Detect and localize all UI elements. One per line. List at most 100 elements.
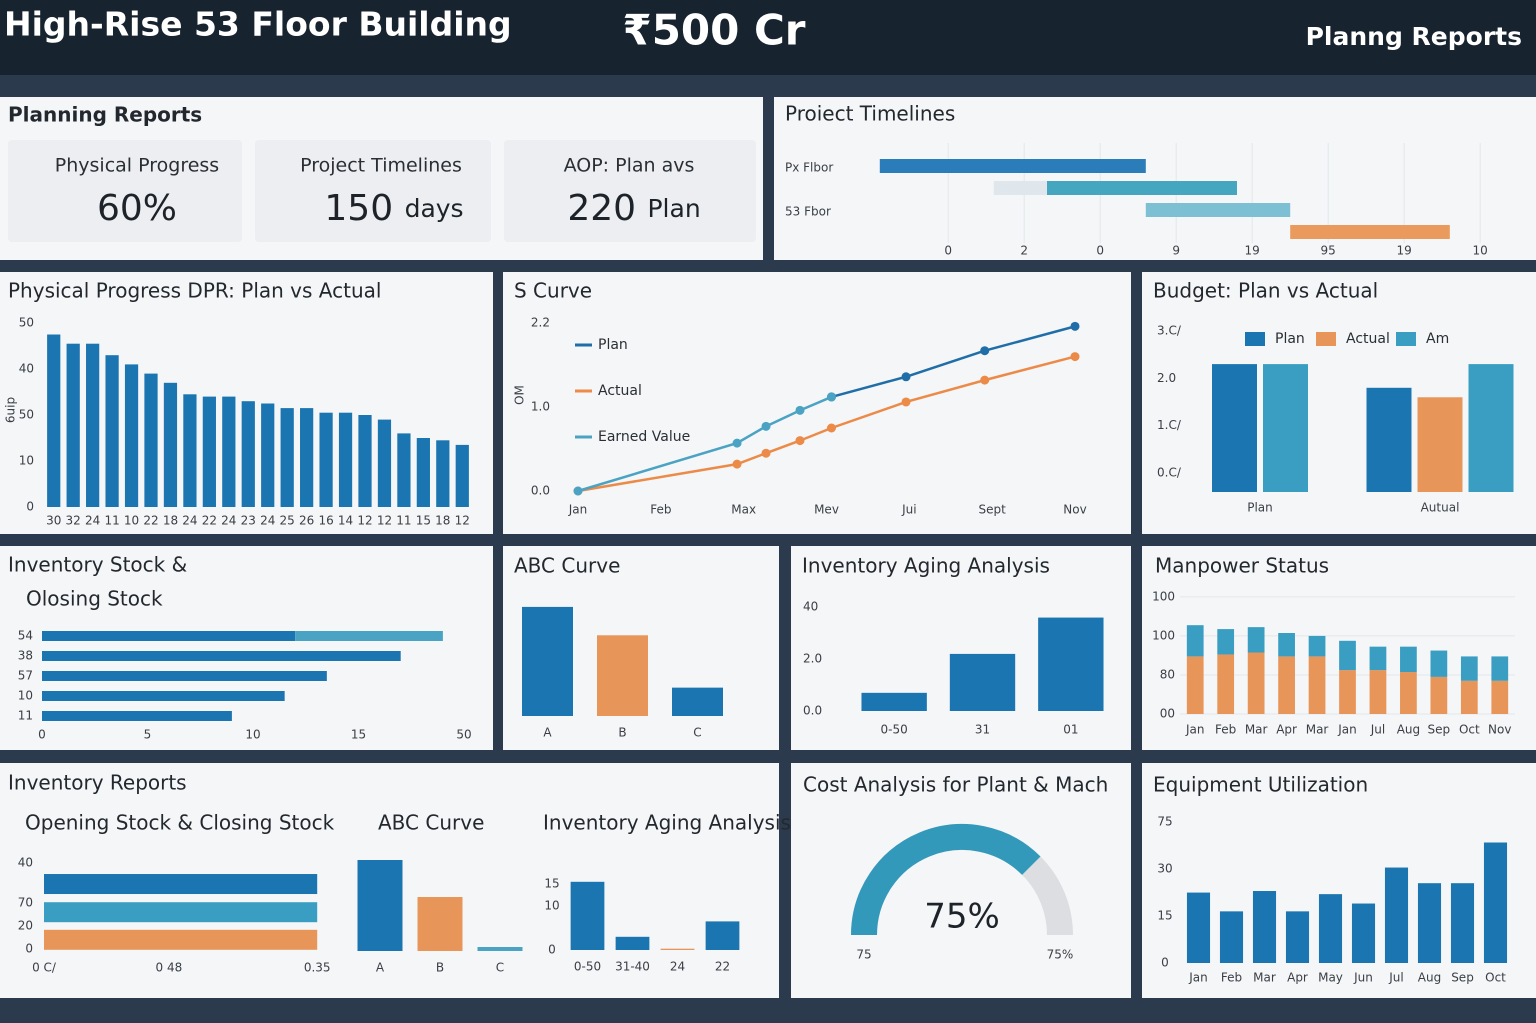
x-tick-label: 10	[245, 728, 260, 742]
x-tick-label: 0	[944, 244, 952, 258]
legend-label: Plan	[1275, 331, 1305, 347]
bar-segment	[1186, 625, 1204, 657]
chart-title: Physical Progress DPR: Plan vs Actual	[8, 279, 381, 303]
bar	[861, 692, 927, 711]
marker	[1070, 352, 1080, 362]
bar	[570, 881, 605, 950]
legend-swatch	[1316, 332, 1336, 346]
x-tick-label: Aug	[1397, 723, 1420, 737]
x-tick-label: 2	[1020, 244, 1028, 258]
marker	[732, 459, 742, 469]
x-tick-label: 19	[1397, 244, 1412, 258]
y-tick-label: 2.0	[1157, 371, 1176, 385]
x-tick-label: 12	[377, 514, 392, 528]
bar	[377, 419, 392, 507]
marker	[732, 438, 742, 448]
bar	[660, 948, 695, 950]
bar	[241, 401, 255, 507]
bar	[44, 874, 318, 895]
x-tick-label: Sept	[979, 503, 1007, 517]
marker	[573, 486, 583, 496]
x-tick-label: 22	[715, 960, 730, 974]
bar-segment	[1339, 670, 1356, 714]
y-tick-label: 80	[1160, 667, 1175, 681]
bar-segment	[1400, 672, 1417, 714]
x-tick-label: Apr	[1287, 971, 1308, 985]
y-tick-label: 75	[1157, 815, 1172, 829]
bar-segment	[1369, 670, 1387, 714]
x-tick-label: 18	[163, 514, 178, 528]
x-tick-label: 15	[351, 728, 366, 742]
marker	[980, 346, 990, 356]
bar-segment	[295, 631, 443, 641]
x-tick-label: 95	[1321, 244, 1336, 258]
bar-segment	[1430, 650, 1448, 677]
y-tick-label: 70	[18, 896, 33, 910]
bar	[1318, 894, 1343, 963]
bar	[358, 415, 372, 507]
y-tick-label: 40	[19, 362, 34, 376]
bar	[1212, 364, 1257, 492]
x-tick-label: 0 48	[156, 961, 183, 975]
bar-segment	[1247, 652, 1265, 714]
bar	[615, 936, 650, 950]
bar	[1417, 883, 1442, 963]
x-tick-label: C	[496, 961, 504, 975]
timeline-bar	[993, 181, 1047, 195]
bar	[144, 373, 158, 507]
timeline-bar	[1047, 181, 1237, 195]
gauge-value-label: 75%	[924, 897, 1000, 937]
bar	[47, 334, 61, 507]
bar	[105, 355, 119, 507]
y-tick-label: 0.0	[531, 484, 550, 498]
bar	[1263, 364, 1308, 492]
y-tick-label: 00	[1160, 707, 1175, 721]
bar	[1038, 617, 1104, 711]
kpi-label: AOP: Plan avs	[564, 155, 695, 177]
bar	[1186, 892, 1211, 963]
bar-segment	[42, 711, 232, 721]
header-title: High-Rise 53 Floor Building	[4, 5, 512, 44]
y-tick-label: 0.C/	[1157, 466, 1182, 480]
x-tick-label: Autual	[1421, 501, 1460, 515]
y-tick-label: 54	[18, 629, 33, 643]
x-tick-label: Jan	[1185, 723, 1205, 737]
marker	[761, 421, 771, 431]
bar-segment	[42, 651, 401, 661]
bar	[1285, 911, 1310, 963]
x-tick-label: 0	[1096, 244, 1104, 258]
x-tick-label: 0 C/	[32, 961, 57, 975]
x-tick-label: 31-40	[615, 960, 650, 974]
x-tick-label: Aug	[1418, 971, 1441, 985]
x-tick-label: 12	[357, 514, 372, 528]
bar-segment	[1339, 640, 1356, 671]
kpi-card	[255, 140, 491, 242]
x-tick-label: Plan	[1247, 501, 1273, 515]
y-tick-label: 15	[544, 877, 559, 891]
legend-label: Plan	[598, 337, 628, 353]
bar	[417, 897, 463, 951]
chart-title: Equipment Utilization	[1153, 773, 1368, 797]
x-tick-label: 25	[280, 514, 295, 528]
bar-segment	[1400, 646, 1417, 673]
y-tick-label: 0	[26, 500, 34, 514]
x-tick-label: Mev	[814, 503, 839, 517]
x-tick-label: 19	[1245, 244, 1260, 258]
x-tick-label: 23	[241, 514, 256, 528]
bar	[949, 653, 1016, 711]
x-tick-label: 0	[38, 728, 46, 742]
y-tick-label: 15	[1157, 909, 1172, 923]
line	[831, 325, 1076, 399]
bar-segment	[1217, 629, 1235, 655]
kpi-value: 150	[324, 188, 393, 229]
kpi-card	[504, 140, 756, 242]
marker	[826, 423, 836, 433]
bar	[597, 635, 648, 716]
chart-title: Manpower Status	[1155, 554, 1329, 578]
chart-title: Inventory Aging Analysis	[802, 554, 1050, 578]
bar-segment	[1491, 680, 1509, 714]
bar-segment	[1460, 680, 1478, 714]
panel-title: Inventory Reports	[8, 771, 187, 795]
bar-segment	[42, 631, 296, 641]
